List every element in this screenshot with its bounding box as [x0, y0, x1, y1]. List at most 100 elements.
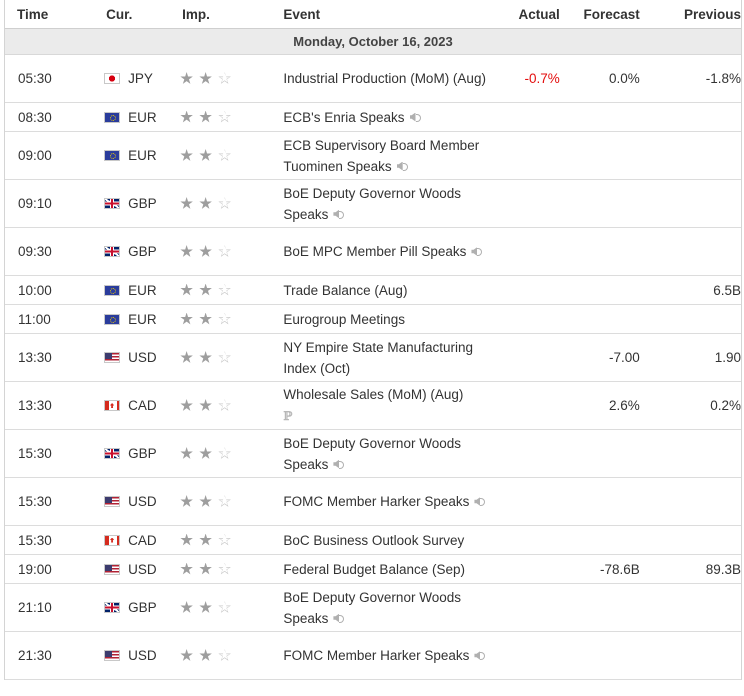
usd-flag-icon — [104, 496, 121, 507]
star-filled-icon — [180, 562, 193, 575]
event-row[interactable]: 15:30 USD FOMC Member Harker Speaks — [5, 477, 741, 526]
event-currency: USD — [128, 494, 157, 509]
event-name[interactable]: BoE Deputy Governor Woods Speaks — [283, 185, 461, 222]
star-empty-icon — [218, 447, 231, 459]
event-name[interactable]: FOMC Member Harker Speaks — [283, 494, 470, 509]
star-filled-icon — [199, 533, 212, 546]
speaker-icon — [333, 209, 346, 220]
event-currency-cell: GBP — [94, 583, 181, 632]
event-row[interactable]: 09:10 GBP BoE Deputy Governor Woods Speaks — [5, 179, 741, 228]
header-actual[interactable]: Actual — [500, 0, 560, 29]
star-filled-icon — [180, 495, 193, 507]
star-empty-icon — [218, 495, 231, 507]
event-actual — [500, 631, 560, 680]
event-currency-cell: CAD — [94, 525, 181, 555]
event-name[interactable]: Wholesale Sales (MoM) (Aug) — [283, 387, 464, 402]
event-currency: CAD — [128, 398, 157, 413]
event-cell: BoE Deputy Governor Woods Speaks — [283, 179, 501, 228]
event-time: 15:30 — [5, 429, 95, 478]
event-currency-cell: EUR — [94, 304, 181, 334]
star-filled-icon — [199, 351, 212, 363]
event-row[interactable]: 11:00 EUR Eurogroup Meetings — [5, 304, 741, 334]
event-name[interactable]: NY Empire State Manufacturing Index (Oct… — [283, 339, 473, 376]
event-row[interactable]: 09:00 EUR ECB Supervisory Board Member Tuo… — [5, 131, 741, 180]
star-filled-icon — [180, 399, 193, 411]
event-time: 19:00 — [5, 554, 95, 584]
event-name[interactable]: Trade Balance (Aug) — [283, 282, 408, 298]
header-forecast[interactable]: Forecast — [559, 0, 646, 29]
event-actual — [500, 429, 560, 478]
event-forecast: -78.6B — [559, 554, 646, 584]
event-row[interactable]: 15:30 GBP BoE Deputy Governor Woods Speaks — [5, 429, 741, 478]
event-previous — [645, 583, 741, 632]
star-filled-icon — [199, 447, 212, 459]
event-row[interactable]: 13:30 CAD Wholesale Sales (MoM) (Aug) ℙ 2.6%… — [5, 381, 741, 430]
event-name[interactable]: ECB Supervisory Board Member Tuominen Sp… — [283, 137, 480, 174]
event-row[interactable]: 05:30 JPY Industrial Production (MoM) (Aug… — [5, 54, 741, 103]
event-name[interactable]: FOMC Member Harker Speaks — [283, 648, 470, 663]
event-row[interactable]: 10:00 EUR Trade Balance (Aug) 6.5B — [5, 275, 741, 305]
event-row[interactable]: 21:30 USD FOMC Member Harker Speaks — [5, 631, 741, 680]
importance-stars — [180, 54, 284, 103]
event-row[interactable]: 19:00 USD Federal Budget Balance (Sep) -78.… — [5, 554, 741, 584]
star-filled-icon — [199, 495, 212, 507]
event-cell: FOMC Member Harker Speaks — [283, 631, 501, 680]
event-row[interactable]: 13:30 USD NY Empire State Manufacturing In… — [5, 333, 741, 382]
star-empty-icon — [218, 72, 231, 84]
header-time[interactable]: Time — [5, 0, 95, 29]
event-name[interactable]: Industrial Production (MoM) (Aug) — [283, 71, 486, 86]
star-empty-icon — [218, 283, 231, 296]
header-previous[interactable]: Previous — [645, 0, 741, 29]
star-filled-icon — [180, 533, 193, 546]
event-row[interactable]: 08:30 EUR ECB's Enria Speaks — [5, 102, 741, 132]
event-previous — [645, 179, 741, 228]
event-name[interactable]: BoE Deputy Governor Woods Speaks — [283, 435, 461, 472]
event-currency: CAD — [128, 532, 157, 548]
star-filled-icon — [180, 245, 193, 257]
event-cell: Eurogroup Meetings — [283, 304, 501, 334]
event-currency: USD — [128, 648, 157, 663]
event-forecast — [559, 102, 646, 132]
star-filled-icon — [180, 283, 193, 296]
star-empty-icon — [218, 149, 231, 161]
event-currency-cell: JPY — [94, 54, 181, 103]
date-row: Monday, October 16, 2023 — [5, 28, 741, 55]
event-row[interactable]: 09:30 GBP BoE MPC Member Pill Speaks — [5, 227, 741, 276]
event-name[interactable]: BoE MPC Member Pill Speaks — [283, 244, 467, 259]
star-filled-icon — [180, 110, 193, 123]
event-cell: ECB's Enria Speaks — [283, 102, 501, 132]
importance-stars — [180, 102, 284, 132]
header-importance[interactable]: Imp. — [180, 0, 284, 29]
eur-flag-icon — [104, 284, 121, 296]
event-row[interactable]: 15:30 CAD BoC Business Outlook Survey — [5, 525, 741, 555]
star-empty-icon — [218, 312, 231, 325]
event-name[interactable]: Eurogroup Meetings — [283, 311, 405, 327]
header-event[interactable]: Event — [283, 0, 501, 29]
event-forecast — [559, 179, 646, 228]
gbp-flag-icon — [104, 602, 121, 613]
event-name[interactable]: BoE Deputy Governor Woods Speaks — [283, 589, 461, 626]
star-filled-icon — [199, 399, 212, 411]
event-actual — [500, 525, 560, 555]
event-cell: BoC Business Outlook Survey — [283, 525, 501, 555]
star-empty-icon — [218, 399, 231, 411]
event-currency-cell: USD — [94, 631, 181, 680]
event-cell: BoE MPC Member Pill Speaks — [283, 227, 501, 276]
event-name[interactable]: Federal Budget Balance (Sep) — [283, 561, 465, 577]
speaker-icon — [474, 650, 487, 661]
event-cell: Federal Budget Balance (Sep) — [283, 554, 501, 584]
jpy-flag-icon — [104, 73, 121, 84]
event-row[interactable]: 21:10 GBP BoE Deputy Governor Woods Speaks — [5, 583, 741, 632]
usd-flag-icon — [104, 352, 121, 363]
event-actual — [500, 381, 560, 430]
header-currency[interactable]: Cur. — [94, 0, 181, 29]
cad-flag-icon — [104, 400, 121, 411]
gbp-flag-icon — [104, 246, 121, 257]
event-previous: 0.2% — [645, 381, 741, 430]
event-name[interactable]: ECB's Enria Speaks — [283, 109, 405, 125]
gbp-flag-icon — [104, 198, 121, 209]
event-time: 11:00 — [5, 304, 95, 334]
event-name[interactable]: BoC Business Outlook Survey — [283, 532, 465, 548]
event-cell: Trade Balance (Aug) — [283, 275, 501, 305]
event-currency-cell: GBP — [94, 227, 181, 276]
